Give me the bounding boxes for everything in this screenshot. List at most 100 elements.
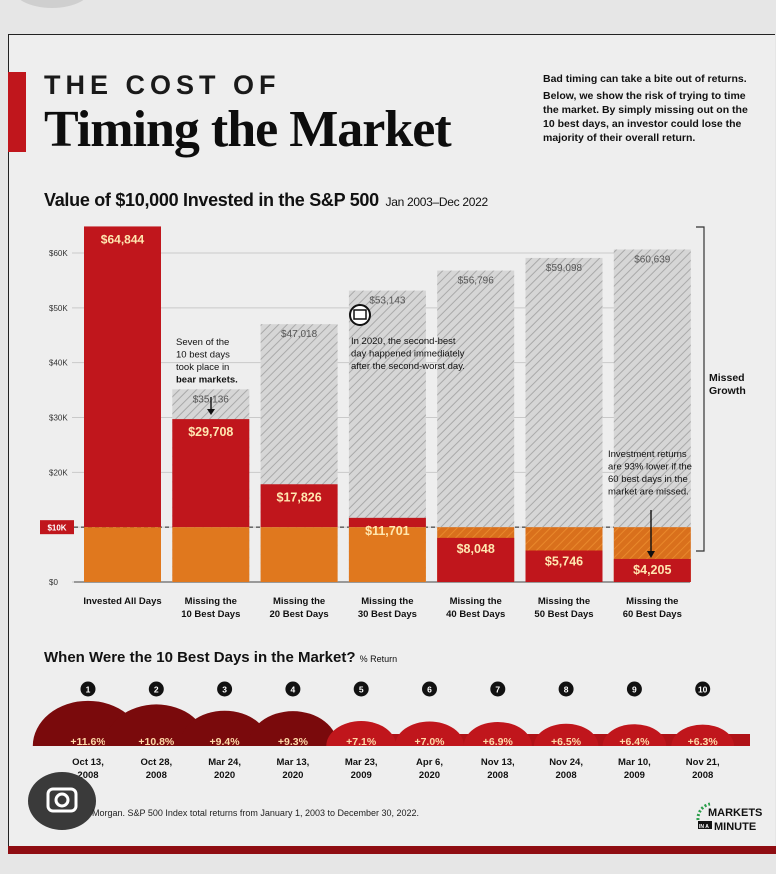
- ytick-label: $20K: [49, 468, 68, 477]
- best-day-date: Nov 21,: [686, 757, 720, 768]
- value-label: $29,708: [188, 425, 233, 439]
- chart-subtitle-range: Jan 2003–Dec 2022: [385, 195, 489, 209]
- best-day-pct: +11.6%: [70, 736, 106, 748]
- category-label: Missing the: [273, 596, 325, 607]
- best-day-year: 2008: [556, 770, 577, 781]
- logo-line2: MINUTE: [714, 821, 756, 833]
- title-accent-bar: [8, 72, 26, 152]
- best-day-pct: +7.1%: [346, 736, 377, 748]
- annotation-arrowhead: [647, 551, 655, 558]
- intro-p2: Below, we show the risk of trying to tim…: [543, 90, 748, 144]
- value-bar: [613, 558, 691, 582]
- rank-badge: [558, 681, 574, 697]
- title-line2: Timing the Market: [44, 101, 452, 158]
- potential-label: $53,143: [369, 296, 406, 307]
- best-day-year: 2020: [282, 770, 303, 781]
- value-label: $4,205: [633, 563, 671, 577]
- best-day-year: 2009: [351, 770, 372, 781]
- category-label: 50 Best Days: [534, 609, 593, 620]
- category-label: Missing the: [361, 596, 413, 607]
- best-day-date: Nov 13,: [481, 757, 515, 768]
- best-day-pct: +6.4%: [619, 736, 650, 748]
- annotation-covid: after the second-worst day.: [351, 361, 465, 372]
- source-note: Morgan. S&P 500 Index total returns from…: [92, 808, 420, 818]
- value-bar: [260, 484, 338, 528]
- top-shape: [12, 0, 92, 8]
- potential-label: $59,098: [546, 263, 583, 274]
- annotation-arrowhead: [207, 409, 215, 415]
- best-day-dome: [463, 721, 532, 746]
- best-day-year: 2009: [624, 770, 645, 781]
- rank-number: 4: [291, 685, 296, 695]
- camera-search-icon: [46, 787, 78, 813]
- potential-label: $56,796: [458, 276, 495, 287]
- value-label: $64,844: [101, 232, 145, 246]
- category-label: 20 Best Days: [270, 609, 329, 620]
- logo-line1: MARKETS: [708, 807, 762, 819]
- missed-growth-label: Missed: [709, 372, 745, 384]
- rank-badge: [626, 681, 642, 697]
- category-label: 30 Best Days: [358, 609, 417, 620]
- rank-badge: [353, 681, 369, 697]
- rank-badge: [217, 681, 233, 697]
- best-day-pct: +10.8%: [138, 736, 175, 748]
- annotation-lower: 60 best days in the: [608, 474, 688, 485]
- best-day-date: Oct 13,: [72, 757, 104, 768]
- lens-overlay[interactable]: [28, 772, 96, 830]
- annotation-bear: bear markets.: [176, 375, 238, 386]
- intro-text: Bad timing can take a bite out of return…: [543, 72, 753, 148]
- annotation-covid: In 2020, the second-best: [351, 336, 456, 347]
- best-days-title: When Were the 10 Best Days in the Market…: [44, 649, 397, 666]
- best-day-dome: [248, 711, 338, 746]
- best-day-date: Mar 13,: [277, 757, 310, 768]
- best-day-year: 2008: [487, 770, 508, 781]
- best-day-dome: [602, 724, 667, 746]
- rank-badge: [80, 681, 96, 697]
- category-label: Missing the: [185, 596, 237, 607]
- annotation-bear: took place in: [176, 362, 229, 373]
- rank-badge: [285, 681, 301, 697]
- value-bar-base: [348, 527, 426, 582]
- ytick-label: $30K: [49, 414, 68, 423]
- best-day-date: Apr 6,: [416, 757, 443, 768]
- value-bar-base: [260, 527, 338, 582]
- category-label: Missing the: [450, 596, 502, 607]
- rank-badge: [148, 681, 164, 697]
- best-day-dome: [533, 723, 599, 746]
- value-bar-base: [84, 527, 161, 582]
- ytick-highlight: [40, 520, 74, 535]
- rank-number: 9: [632, 685, 637, 695]
- rank-number: 7: [495, 685, 500, 695]
- best-day-pct: +6.9%: [483, 736, 514, 748]
- annotation-lower: are 93% lower if the: [608, 462, 692, 473]
- value-bar: [525, 550, 603, 582]
- potential-label: $47,018: [281, 329, 318, 340]
- chart-subtitle: Value of $10,000 Invested in the S&P 500…: [44, 190, 488, 211]
- rank-number: 5: [359, 685, 364, 695]
- missed-growth-bracket: [696, 226, 705, 552]
- best-day-dome: [179, 710, 270, 746]
- intro-p1: Bad timing can take a bite out of return…: [543, 73, 747, 85]
- best-day-year: 2008: [146, 770, 167, 781]
- best-day-date: Mar 24,: [208, 757, 241, 768]
- chart-subtitle-main: Value of $10,000 Invested in the S&P 500: [44, 190, 379, 210]
- rank-badge: [490, 681, 506, 697]
- rank-number: 1: [86, 685, 91, 695]
- value-label: $11,701: [365, 524, 410, 538]
- best-day-year: 2008: [77, 770, 98, 781]
- annotation-lower: market are missed.: [608, 487, 689, 498]
- newspaper-icon-body: [353, 309, 367, 320]
- value-bar-base: [172, 527, 250, 582]
- annotation-bear: 10 best days: [176, 350, 230, 361]
- category-label: 40 Best Days: [446, 609, 505, 620]
- best-day-pct: +9.4%: [210, 736, 241, 748]
- bottom-red-strip: [8, 846, 776, 854]
- annotation-lower: Investment returns: [608, 449, 687, 460]
- best-day-year: 2020: [419, 770, 440, 781]
- rank-number: 10: [698, 685, 708, 695]
- best-day-date: Nov 24,: [549, 757, 583, 768]
- category-label: 60 Best Days: [623, 609, 682, 620]
- markets-in-a-minute-logo: MARKETS IN A MINUTE: [690, 798, 770, 838]
- value-bar: [172, 419, 250, 528]
- annotation-covid: day happened immediately: [351, 349, 465, 360]
